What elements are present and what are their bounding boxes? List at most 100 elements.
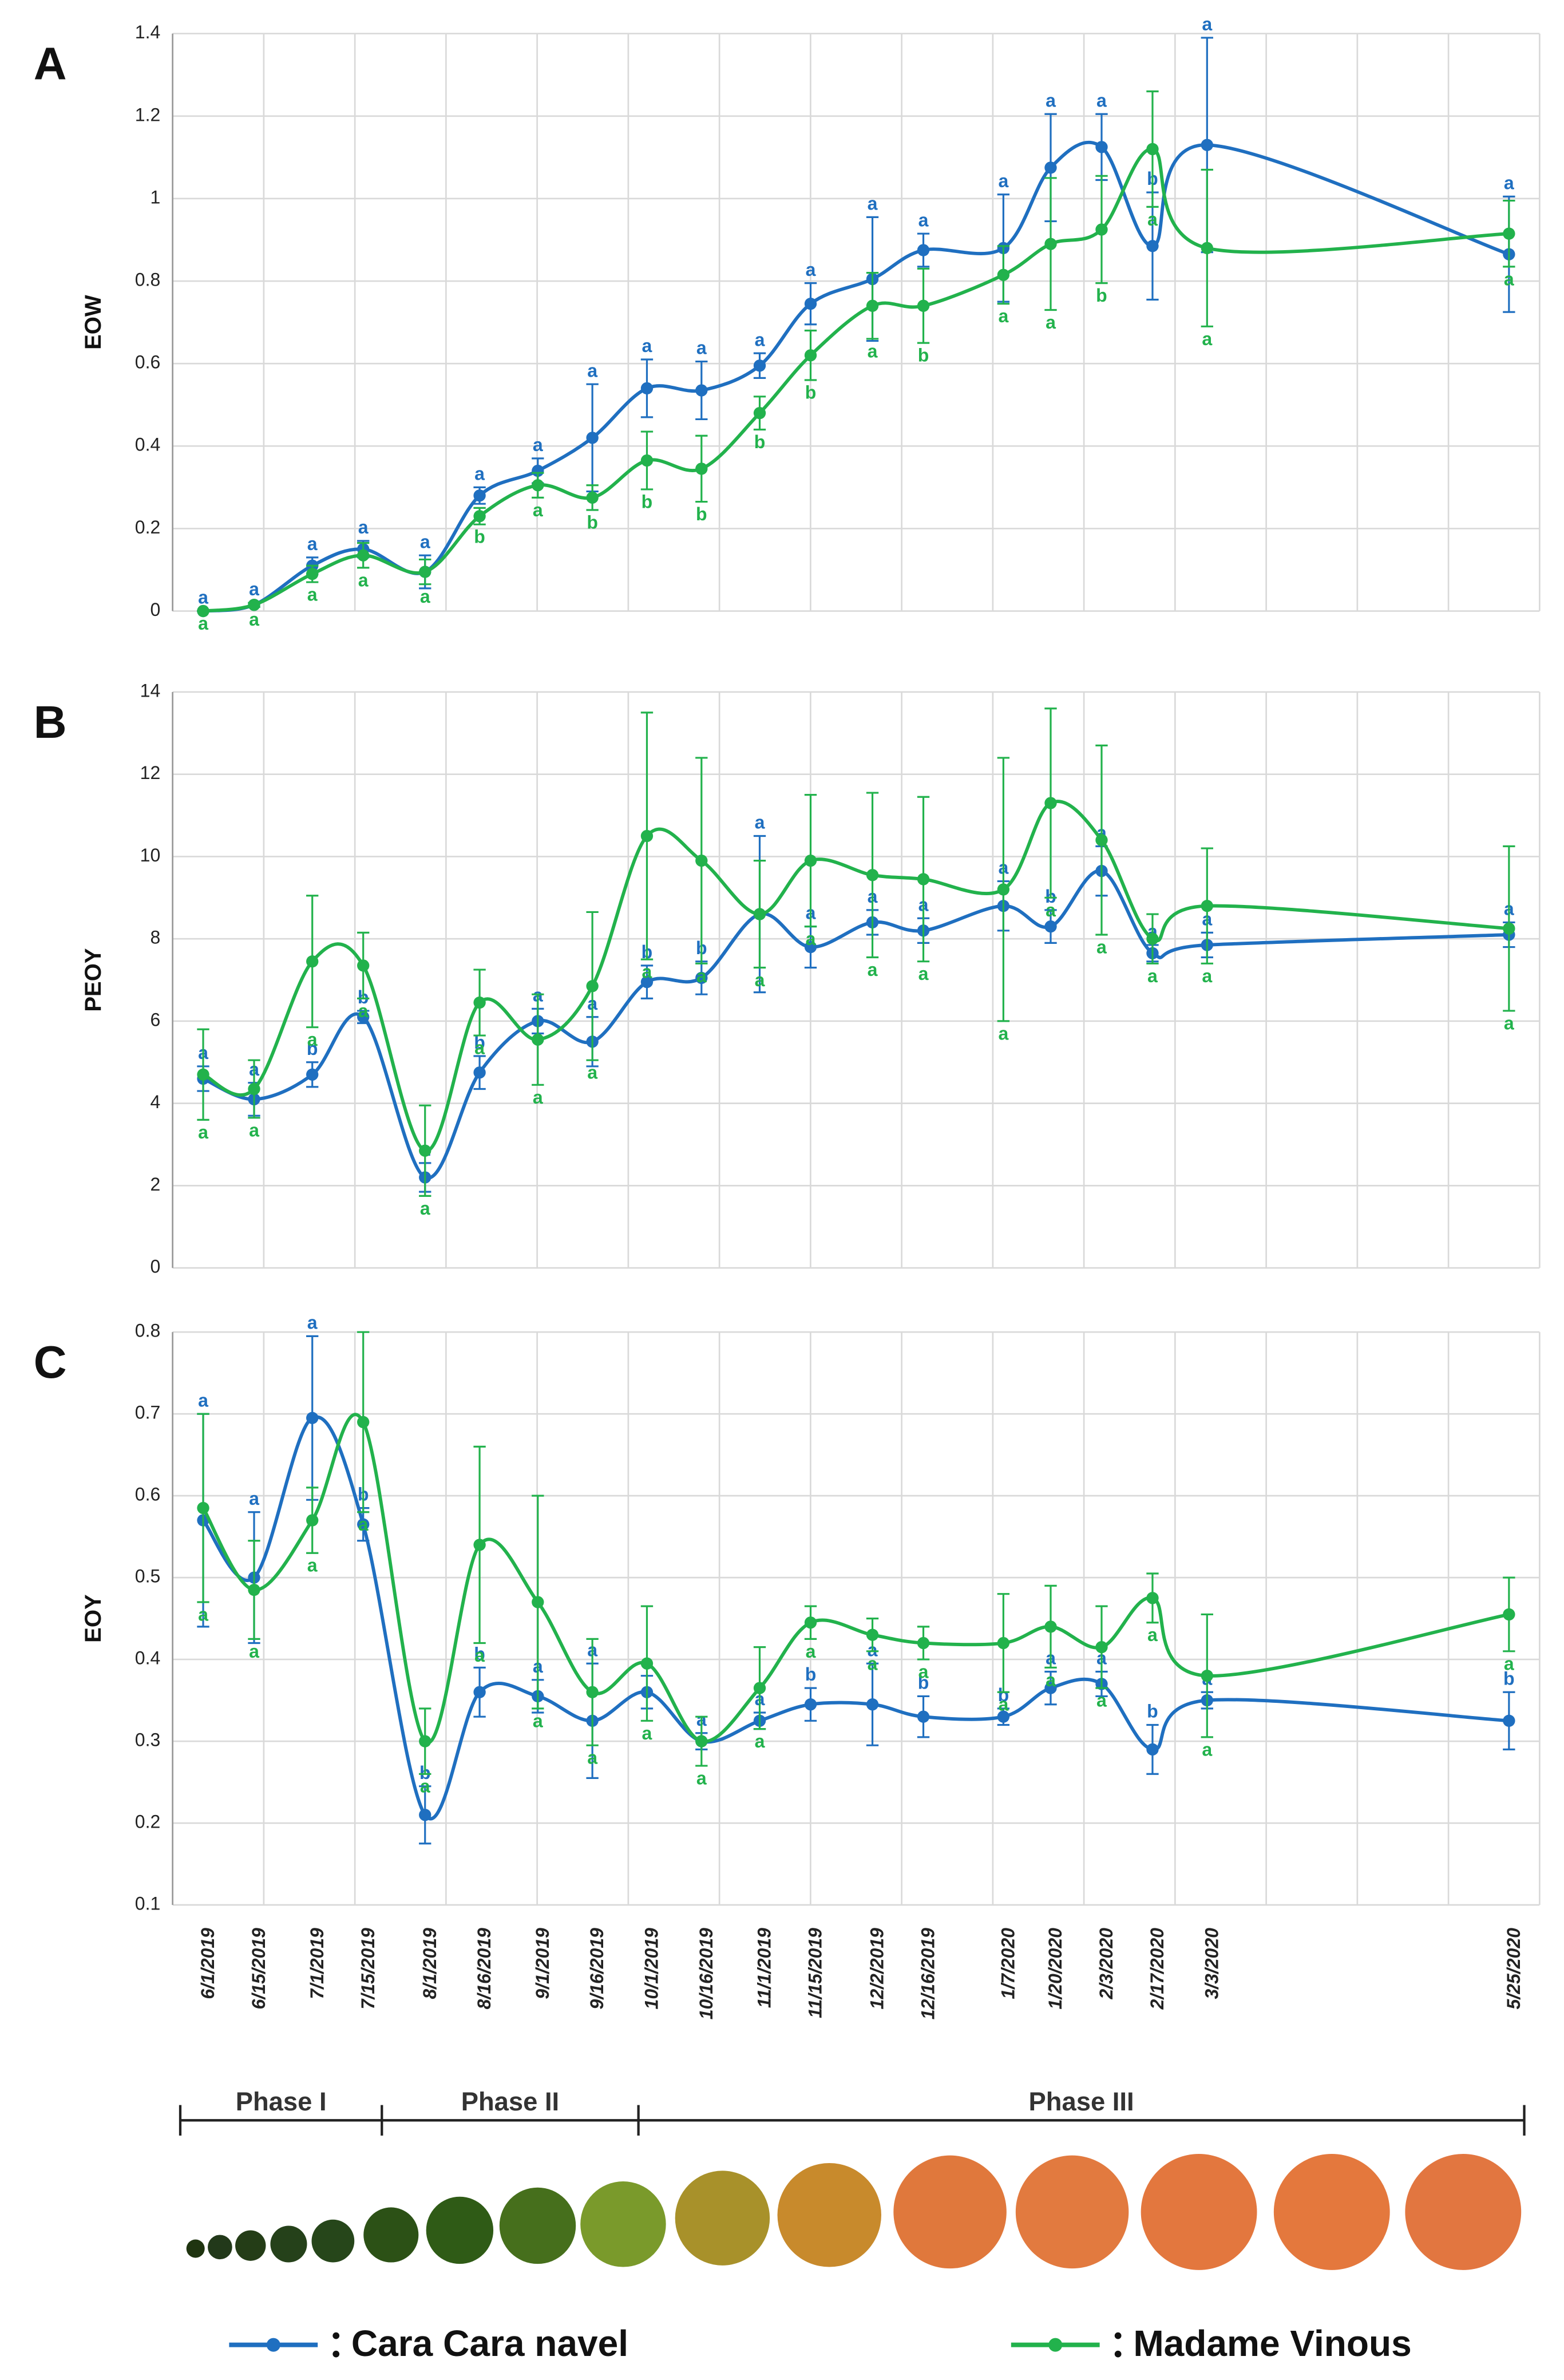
data-point	[1201, 242, 1213, 255]
significance-letter: a	[696, 966, 707, 986]
data-point	[357, 1416, 370, 1429]
significance-letter: b	[805, 382, 817, 402]
significance-letter: a	[587, 1748, 598, 1768]
significance-letter: a	[1096, 936, 1107, 957]
data-point	[197, 1068, 209, 1081]
significance-letter: b	[642, 491, 653, 512]
data-point	[640, 829, 654, 843]
significance-letter: b	[1147, 1701, 1158, 1722]
series-line	[202, 800, 1510, 1153]
significance-letter: a	[1202, 329, 1213, 349]
fruit	[893, 2155, 1007, 2269]
data-point	[917, 1636, 930, 1650]
data-point	[804, 1616, 817, 1629]
significance-letter: b	[1503, 1668, 1515, 1689]
data-point	[1201, 1670, 1213, 1682]
significance-letter: a	[1096, 1690, 1107, 1711]
significance-letter: a	[1046, 90, 1056, 110]
legend-label: Cara Cara navel	[351, 2323, 628, 2364]
significance-letter: a	[420, 586, 431, 607]
significance-letter: a	[474, 1645, 485, 1666]
significance-letter: b	[998, 1685, 1009, 1705]
y-tick-label: 0.4	[135, 434, 161, 455]
data-point	[1044, 238, 1057, 250]
significance-letter: a	[358, 517, 369, 537]
significance-letter: a	[1202, 966, 1213, 986]
data-point	[917, 1710, 930, 1723]
data-point	[306, 1412, 319, 1424]
data-point	[532, 479, 544, 492]
data-point	[695, 384, 708, 397]
data-point	[695, 1735, 708, 1748]
data-point	[473, 510, 486, 523]
significance-letter: a	[307, 584, 318, 605]
data-point	[197, 604, 209, 618]
significance-letter: a	[755, 812, 766, 833]
data-point	[866, 869, 879, 881]
data-point	[1095, 834, 1108, 847]
significance-letter: b	[1096, 285, 1107, 306]
data-point	[473, 1539, 486, 1551]
data-point	[1503, 227, 1515, 240]
significance-letter: a	[198, 1604, 209, 1624]
fruit	[426, 2196, 494, 2264]
significance-letter: a	[533, 434, 544, 455]
y-tick-label: 2	[150, 1174, 160, 1195]
significance-letter: a	[307, 1312, 318, 1333]
significance-letter: a	[642, 335, 653, 356]
x-tick-label: 7/15/2019	[358, 1928, 378, 2010]
y-tick-label: 4	[150, 1092, 160, 1112]
data-point	[306, 955, 319, 968]
data-point	[1503, 1714, 1515, 1727]
data-point	[473, 1686, 486, 1698]
data-point	[1095, 223, 1108, 236]
data-point	[753, 406, 766, 420]
x-tick-label: 12/2/2019	[867, 1928, 888, 2010]
data-point	[197, 1501, 209, 1515]
fruit	[363, 2207, 419, 2263]
x-tick-label: 8/16/2019	[474, 1928, 494, 2010]
data-point	[1146, 143, 1159, 156]
data-point	[473, 489, 486, 502]
significance-letter: a	[249, 1641, 260, 1662]
data-point	[695, 462, 708, 475]
significance-letter: b	[474, 1032, 485, 1053]
data-point	[419, 1735, 431, 1748]
significance-letter: a	[998, 1694, 1009, 1715]
y-tick-label: 0.5	[135, 1566, 161, 1587]
significance-letter: a	[420, 1776, 431, 1797]
y-axis-label: EOW	[81, 295, 106, 350]
x-tick-label: 3/3/2020	[1201, 1928, 1222, 1999]
significance-letter: a	[474, 463, 485, 484]
significance-letter: a	[307, 533, 318, 554]
y-tick-label: 0.2	[135, 1811, 161, 1832]
data-point	[917, 244, 930, 256]
significance-letter: a	[198, 587, 209, 608]
significance-letter: a	[918, 1662, 929, 1682]
significance-letter: a	[806, 1641, 817, 1662]
data-point	[419, 1809, 431, 1821]
significance-letter: a	[358, 570, 369, 590]
data-point	[532, 1596, 544, 1608]
y-tick-label: 0.4	[135, 1648, 161, 1669]
data-point	[586, 1686, 599, 1698]
significance-letter: a	[420, 531, 431, 552]
y-tick-label: 0.3	[135, 1730, 161, 1750]
series-line	[202, 869, 1509, 1180]
y-tick-label: 10	[140, 845, 161, 865]
y-tick-label: 0.6	[135, 1484, 161, 1505]
significance-letter: a	[1202, 1739, 1213, 1760]
data-point	[753, 1682, 766, 1694]
data-point	[866, 1628, 879, 1641]
data-point	[804, 854, 817, 867]
significance-letter: a	[249, 579, 260, 599]
data-point	[357, 959, 370, 972]
significance-letter: a	[358, 1001, 369, 1021]
fruit	[580, 2181, 666, 2267]
data-point	[306, 567, 319, 580]
significance-letter: b	[918, 1673, 929, 1693]
data-point	[1201, 900, 1213, 912]
data-point	[586, 491, 599, 504]
